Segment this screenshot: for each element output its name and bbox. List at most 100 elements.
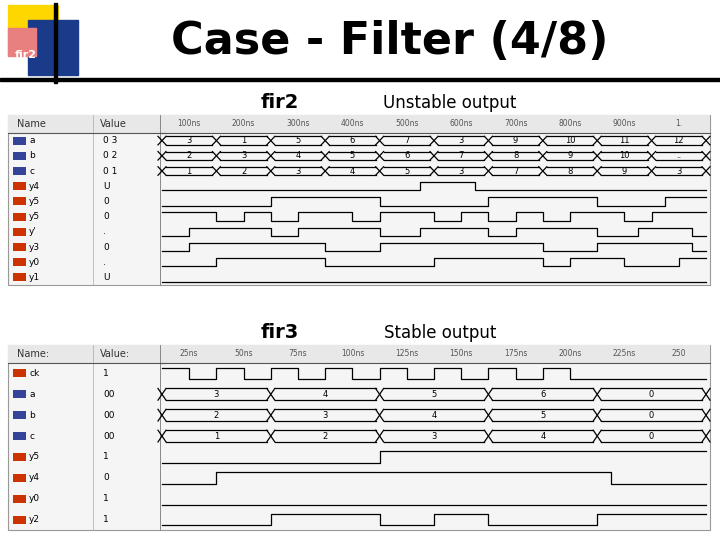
Text: y0: y0 [29,258,40,267]
Text: 7: 7 [513,166,518,176]
Text: 125ns: 125ns [395,349,418,359]
Bar [13,453,26,461]
Text: 2: 2 [214,411,219,420]
Text: 1: 1 [214,431,219,441]
Bar [13,411,26,419]
Bar [28,20,78,75]
Text: 0 2: 0 2 [103,151,117,160]
Text: Name: Name [17,119,46,129]
Bar [13,167,26,175]
Text: 2: 2 [241,166,246,176]
Text: c: c [29,166,34,176]
Text: Name:: Name: [17,349,49,359]
Text: y4: y4 [29,474,40,482]
Text: 1.: 1. [675,119,683,129]
Text: 00: 00 [103,390,114,399]
Text: ..: .. [676,151,681,160]
Bar [0,78,720,81]
Text: 600ns: 600ns [449,119,473,129]
Text: 12: 12 [673,136,684,145]
Bar [54,3,57,83]
Text: 0 3: 0 3 [103,136,117,145]
Text: 9: 9 [622,166,627,176]
Text: 0: 0 [103,197,109,206]
Text: y': y' [29,227,37,237]
Text: 0: 0 [649,411,654,420]
Text: ck: ck [29,369,40,378]
Text: a: a [29,390,35,399]
Text: y1: y1 [29,273,40,282]
Text: 3: 3 [241,151,246,160]
Text: Stable output: Stable output [384,324,496,342]
Text: 4: 4 [431,411,436,420]
Text: Value: Value [100,119,127,129]
Text: 6: 6 [404,151,410,160]
Text: 7: 7 [459,151,464,160]
Text: Value:: Value: [100,349,130,359]
Text: 250: 250 [672,349,686,359]
Text: c: c [29,431,34,441]
Text: 5: 5 [350,151,355,160]
Text: 900ns: 900ns [613,119,636,129]
Text: 4: 4 [350,166,355,176]
Text: 5: 5 [540,411,546,420]
Bar [8,345,710,363]
Text: 500ns: 500ns [395,119,418,129]
Text: Case - Filter (4/8): Case - Filter (4/8) [171,21,608,64]
Text: 100ns: 100ns [178,119,201,129]
Text: 0: 0 [103,212,109,221]
Text: 4: 4 [540,431,546,441]
Text: 1: 1 [103,515,109,524]
Text: .: . [103,258,106,267]
Text: 6: 6 [350,136,355,145]
Bar [13,182,26,190]
Text: 9: 9 [513,136,518,145]
Text: 5: 5 [431,390,436,399]
Text: y0: y0 [29,494,40,503]
Text: 7: 7 [404,136,410,145]
Text: 4: 4 [323,390,328,399]
Text: 0 1: 0 1 [103,166,117,176]
Text: Unstable output: Unstable output [383,94,517,112]
Bar [8,5,58,55]
Text: 9: 9 [567,151,572,160]
Text: 3: 3 [459,166,464,176]
Bar [13,228,26,236]
Bar [13,495,26,503]
Text: 300ns: 300ns [287,119,310,129]
Text: fir2: fir2 [15,50,37,60]
Text: b: b [29,151,35,160]
Text: 11: 11 [619,136,630,145]
Text: 200ns: 200ns [558,349,582,359]
Bar [13,390,26,399]
Text: .: . [103,227,106,237]
Text: fir3: fir3 [261,323,299,342]
Text: 3: 3 [295,166,301,176]
Text: 3: 3 [323,411,328,420]
Bar [13,137,26,145]
Text: 4: 4 [295,151,301,160]
Bar [8,28,36,56]
Text: 8: 8 [567,166,572,176]
Text: 150ns: 150ns [449,349,473,359]
Text: 1: 1 [103,494,109,503]
Text: y5: y5 [29,453,40,462]
Text: 2: 2 [323,431,328,441]
Text: U: U [103,273,109,282]
Text: 3: 3 [459,136,464,145]
Text: fir2: fir2 [261,93,300,112]
Bar [8,115,710,133]
Text: 0: 0 [649,431,654,441]
Text: b: b [29,411,35,420]
Text: U: U [103,181,109,191]
Text: a: a [29,136,35,145]
Bar [13,198,26,205]
Text: 0: 0 [103,242,109,252]
Text: 800ns: 800ns [558,119,582,129]
Bar [8,345,710,530]
Text: 5: 5 [295,136,301,145]
Text: 50ns: 50ns [234,349,253,359]
Text: 700ns: 700ns [504,119,527,129]
Text: 225ns: 225ns [613,349,636,359]
Bar [13,243,26,251]
